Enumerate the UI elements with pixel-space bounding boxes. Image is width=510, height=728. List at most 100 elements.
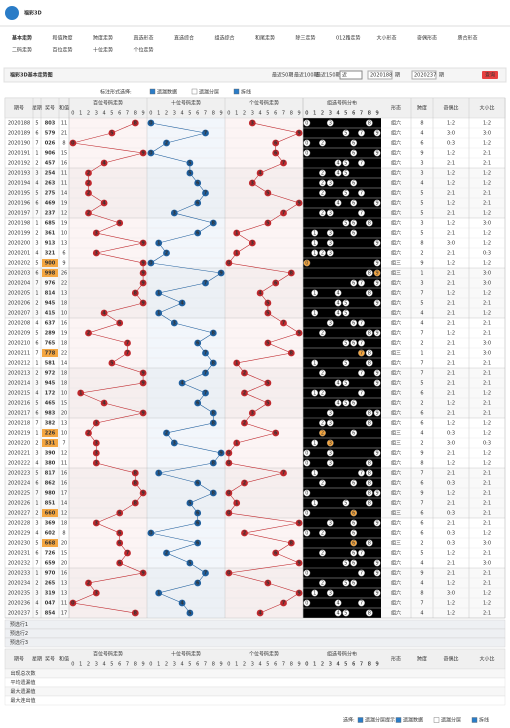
ball-digit: 0 <box>227 491 231 497</box>
footer-option[interactable]: 拆线 <box>479 717 489 724</box>
stat: 2:1 <box>447 391 455 397</box>
checkbox[interactable] <box>433 717 440 723</box>
stat: 2:1 <box>447 351 455 357</box>
ball-digit: 2 <box>87 191 91 197</box>
footer-option[interactable]: 遗漏分层 <box>441 717 461 724</box>
checkbox[interactable] <box>191 88 198 95</box>
recent-link[interactable]: 最近50期 <box>272 72 293 79</box>
nav-link[interactable]: 012路走势 <box>336 35 361 42</box>
column-header: 期号 <box>14 106 24 112</box>
ball <box>194 579 202 587</box>
ball-digit: 0 <box>227 571 231 577</box>
option-label[interactable]: 遗漏分层 <box>199 89 219 96</box>
dist-ball <box>303 569 311 577</box>
ball-digit: 7 <box>282 601 286 607</box>
ball-digit: 7 <box>204 371 208 377</box>
draw-number: 380 <box>45 461 56 467</box>
unit: 期 <box>395 73 400 79</box>
stat: 组六 <box>391 470 401 477</box>
select[interactable] <box>339 70 363 80</box>
nav-link[interactable]: 大小形态 <box>377 35 397 42</box>
dist-digit: 4 <box>337 601 340 607</box>
dist-ball <box>342 339 350 347</box>
nav-link[interactable]: 直选综合 <box>174 35 194 42</box>
logo-icon <box>5 6 19 20</box>
ball-digit: 1 <box>235 361 239 367</box>
digit-header: 1 <box>313 111 316 117</box>
dist-digit: 6 <box>352 321 355 327</box>
ball <box>139 299 147 307</box>
sum: 14 <box>61 191 67 197</box>
nav-link[interactable]: 组选综合 <box>215 35 235 42</box>
sum: 21 <box>61 131 67 137</box>
nav-link[interactable]: 和值跨度 <box>53 35 73 42</box>
dist-digit: 2 <box>321 371 324 377</box>
group-header: 组选号码分布 <box>327 651 357 658</box>
recent-link[interactable]: 最近100期 <box>294 72 319 79</box>
dist-digit: 5 <box>344 171 347 177</box>
weekday: 3 <box>35 171 38 177</box>
stat: 2:1 <box>483 361 491 367</box>
stat: 3:0 <box>483 351 491 357</box>
button-text[interactable]: 查询 <box>485 72 495 79</box>
nav-link[interactable]: 奇偶形态 <box>417 35 437 42</box>
option-label[interactable]: 遗漏数据 <box>157 89 177 96</box>
footer-option[interactable]: 遗漏数据 <box>403 717 423 724</box>
nav-link[interactable]: 百位走势 <box>53 47 73 54</box>
nav-link[interactable]: 基本走势 <box>11 35 32 42</box>
number-highlight <box>42 269 58 277</box>
sum: 10 <box>61 311 67 317</box>
dist-digit: 0 <box>305 461 308 467</box>
input-from[interactable] <box>367 70 393 80</box>
dist-ball <box>326 179 334 187</box>
ball-digit: 6 <box>196 231 200 237</box>
issue: 2020192 <box>8 161 30 167</box>
dist-digit: 2 <box>321 191 324 197</box>
footer-option[interactable]: 遗漏分层提示 <box>365 717 395 724</box>
checkbox[interactable] <box>471 717 478 723</box>
checkbox[interactable] <box>395 717 402 723</box>
nav-link[interactable]: 个位走势 <box>134 47 154 54</box>
ball <box>77 389 85 397</box>
digit-header: 3 <box>95 662 98 668</box>
nav-link[interactable]: 和尾走势 <box>255 35 275 42</box>
checkbox[interactable] <box>357 717 364 723</box>
nav-link[interactable]: 二码走势 <box>12 47 32 54</box>
ball <box>209 459 217 467</box>
ball-digit: 5 <box>266 311 270 317</box>
digit-header: 0 <box>71 111 74 117</box>
dist-ball <box>373 489 381 497</box>
ball <box>147 529 155 537</box>
dist-ball <box>358 279 365 287</box>
digit-header: 2 <box>243 111 246 117</box>
stat: 1:2 <box>447 491 455 497</box>
ball-digit: 7 <box>126 341 130 347</box>
dist-digit: 4 <box>337 161 340 167</box>
option-label[interactable]: 拆线 <box>241 89 251 96</box>
input-to[interactable] <box>411 70 437 80</box>
stat: 2:1 <box>447 191 455 197</box>
sum: 16 <box>61 161 67 167</box>
dist-ball <box>350 319 358 327</box>
digit-header: 0 <box>227 662 230 668</box>
checkbox[interactable] <box>233 88 240 95</box>
nav-link[interactable]: 直选形态 <box>134 35 154 42</box>
dist-digit: 0 <box>305 261 308 267</box>
sum: 11 <box>61 461 67 467</box>
dist-ball <box>334 169 342 177</box>
nav-link[interactable]: 跨度走势 <box>93 35 113 42</box>
query-button[interactable] <box>482 71 498 79</box>
nav-link[interactable]: 除三走势 <box>296 35 316 42</box>
nav-link[interactable]: 质合形态 <box>458 35 478 42</box>
weekday: 2 <box>35 231 38 237</box>
checkbox[interactable] <box>149 88 156 95</box>
nav-link[interactable]: 十位走势 <box>93 47 113 54</box>
digit-header: 1 <box>235 662 238 668</box>
number-highlight <box>42 539 58 547</box>
ball-digit: 3 <box>251 121 255 127</box>
ball <box>272 279 280 287</box>
recent-link[interactable]: 最近150期 <box>316 72 341 79</box>
ball <box>85 429 92 437</box>
weekday: 3 <box>35 241 38 247</box>
sum: 12 <box>61 211 67 217</box>
